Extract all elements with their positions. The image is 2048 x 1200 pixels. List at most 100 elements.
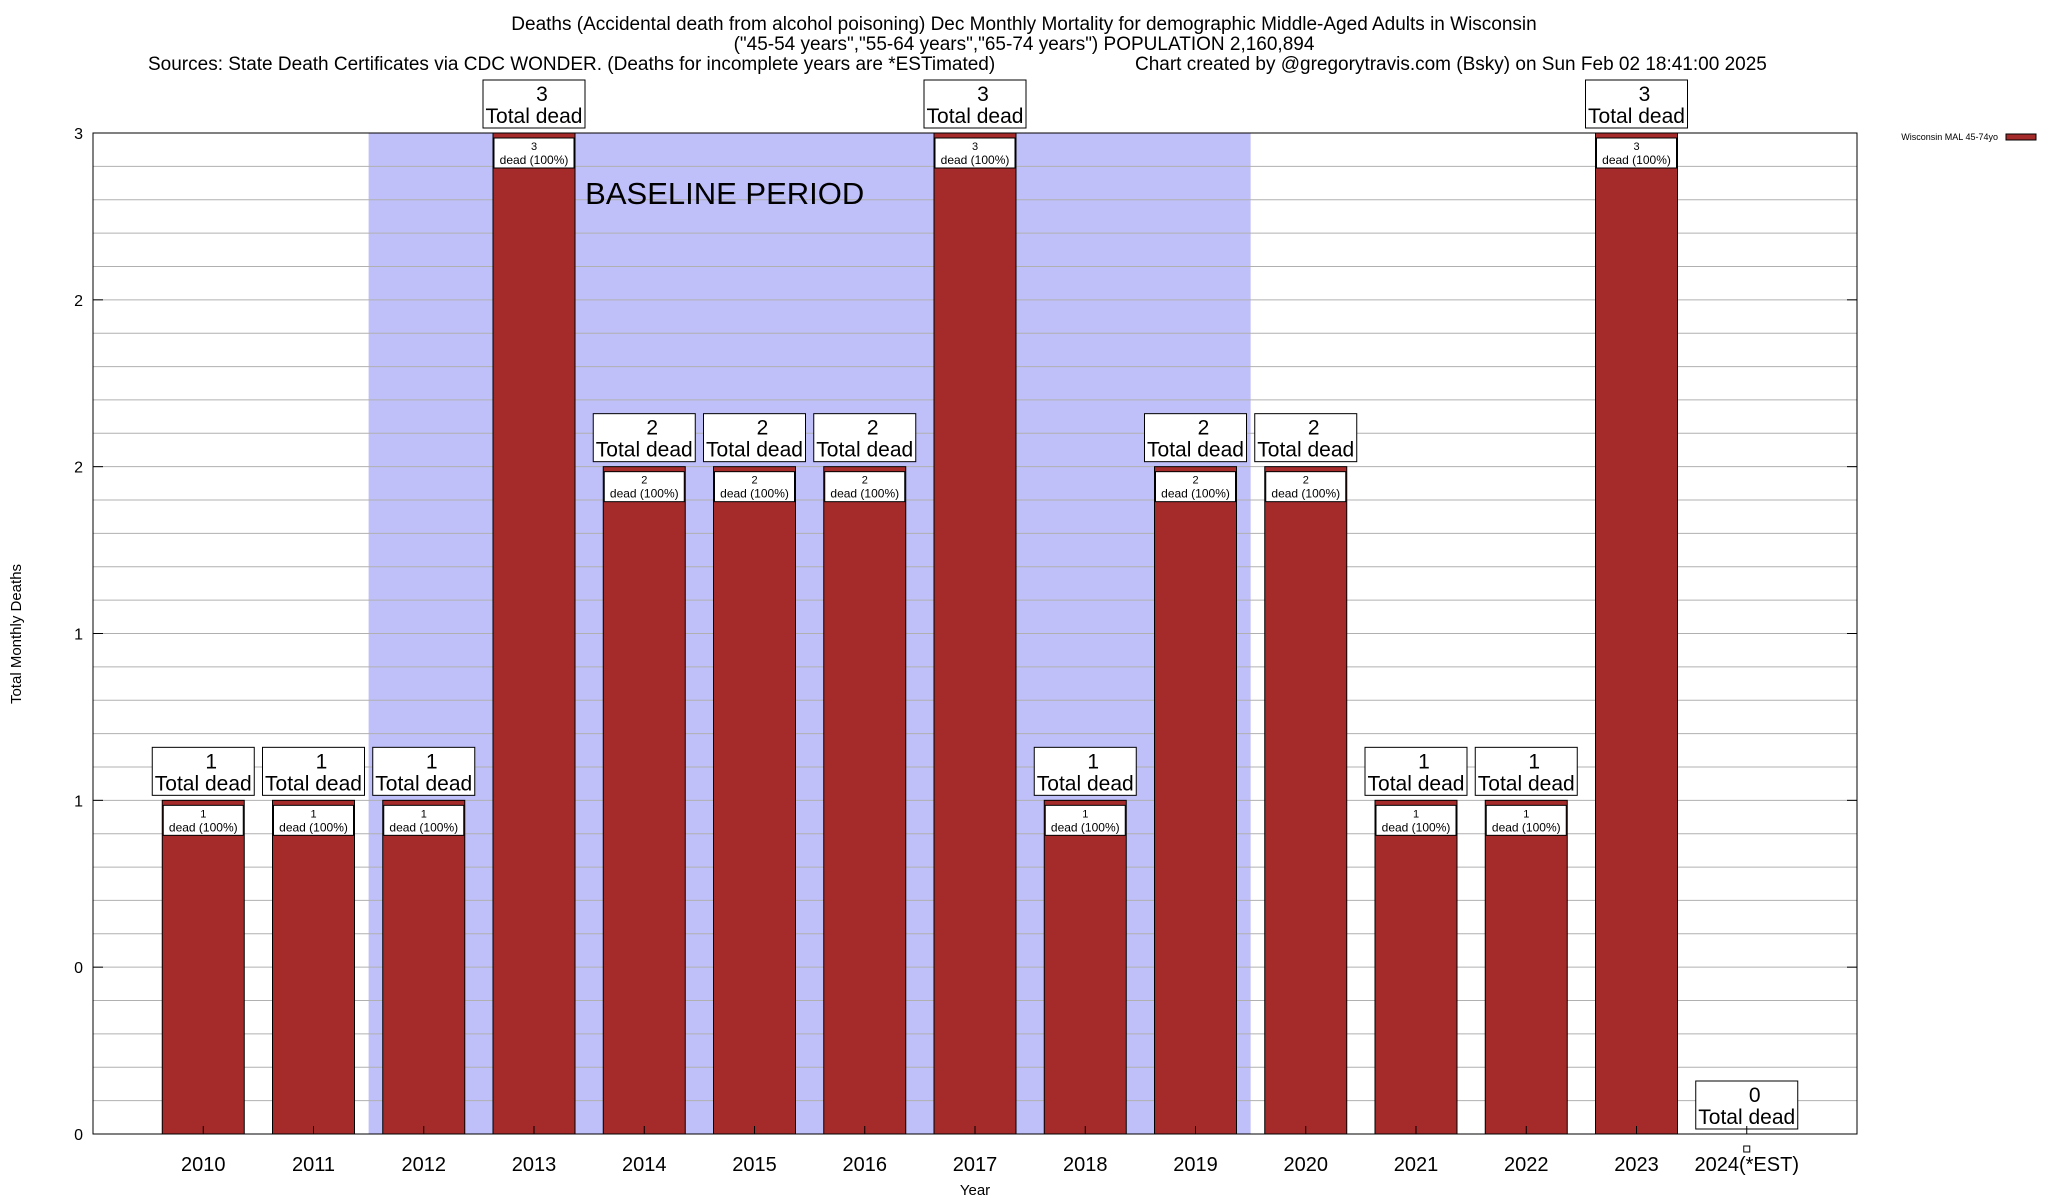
bar-2012 (382, 799, 466, 1135)
bar-inner-label-box (273, 804, 354, 836)
bar-total-label: Total dead (1257, 439, 1354, 462)
x-tick-label: 2022 (1504, 1154, 1549, 1176)
bar-total-value: 1 (1087, 750, 1099, 773)
legend-label: Wisconsin MAL 45-74yo (1901, 132, 1998, 142)
bar-inner-value: 1 (200, 808, 206, 820)
bar-inner-label-box (1044, 804, 1126, 836)
y-tick-label: 0 (74, 1127, 83, 1144)
bar-total-label-box (262, 746, 365, 796)
bar-total-label-box (1585, 79, 1688, 129)
bar-total-label-box (1474, 746, 1578, 796)
bar-inner-label-box (824, 471, 906, 503)
bar-total-value: 1 (426, 750, 438, 773)
bar-total-label-box (1144, 413, 1247, 463)
x-tick-label: 2018 (1063, 1154, 1108, 1176)
chart-credit: Chart created by @gregorytravis.com (Bsk… (1135, 54, 1767, 75)
bar-total-label-box (592, 413, 696, 463)
bar-inner-label: dead (100%) (500, 153, 569, 167)
bar-inner-label: dead (100%) (610, 487, 679, 501)
bar-2015 (713, 466, 796, 1135)
bar-total-label: Total dead (265, 772, 362, 795)
bar-inner-label-box (1485, 804, 1567, 836)
bar-total-label: Total dead (1698, 1106, 1795, 1129)
bar-total-label: Total dead (596, 439, 693, 462)
bar-total-value: 2 (867, 417, 879, 440)
bar-inner-label-box (1265, 471, 1347, 503)
bar-2022 (1484, 799, 1568, 1135)
bar-total-value: 2 (646, 417, 658, 440)
bar-total-label-box (151, 746, 255, 796)
bar-inner-value: 3 (531, 141, 537, 153)
bar-total-value: 2 (1308, 417, 1320, 440)
bar-inner-value: 2 (1192, 475, 1198, 487)
y-axis-label: Total Monthly Deaths (8, 564, 25, 704)
bar-inner-label-box (162, 804, 244, 836)
bar-total-value: 1 (1418, 750, 1430, 773)
bar-inner-label-box (383, 804, 465, 836)
legend-swatch (2005, 133, 2037, 141)
bar-inner-value: 1 (1523, 808, 1529, 820)
bar-inner-value: 3 (1633, 141, 1639, 153)
bar-inner-label: dead (100%) (1602, 153, 1671, 167)
bar-2016 (823, 466, 907, 1135)
bar-total-label-box (372, 746, 476, 796)
bar-2021 (1374, 799, 1458, 1135)
bar-total-value: 2 (757, 417, 769, 440)
x-tick-label: 2015 (732, 1154, 777, 1176)
bar-total-label: Total dead (927, 105, 1024, 128)
bar-inner-label-box (1596, 137, 1677, 169)
bar-inner-label-box (1155, 471, 1236, 503)
bar-total-label: Total dead (1588, 105, 1685, 128)
bar-total-label: Total dead (375, 772, 472, 795)
bar-total-value: 2 (1198, 417, 1210, 440)
bar-total-label-box (482, 79, 586, 129)
bar-inner-value: 2 (641, 475, 647, 487)
y-tick-label: 1 (74, 627, 83, 644)
bar-total-label-box (1364, 746, 1468, 796)
bar-total-label-box (1033, 746, 1137, 796)
x-tick-label: 2020 (1284, 1154, 1329, 1176)
bar-inner-label: dead (100%) (1271, 487, 1340, 501)
y-tick-label: 0 (74, 960, 83, 977)
bar-inner-value: 3 (972, 141, 978, 153)
bar-2019 (1154, 466, 1237, 1135)
bar-total-value: 3 (536, 83, 548, 106)
bar-inner-label-box (603, 471, 685, 503)
bar-total-label-box (703, 413, 806, 463)
plot-border (92, 132, 1858, 1135)
bar-total-label-box (813, 413, 917, 463)
bar-inner-label: dead (100%) (169, 820, 238, 834)
x-tick-label: 2012 (402, 1154, 447, 1176)
bar-total-value: 0 (1749, 1084, 1761, 1107)
bar-total-label: Total dead (155, 772, 252, 795)
chart-sources: Sources: State Death Certificates via CD… (148, 54, 996, 75)
y-tick-label: 2 (74, 293, 83, 310)
bar-2023 (1595, 132, 1678, 1135)
bar-total-label: Total dead (706, 439, 803, 462)
x-tick-label: 2021 (1394, 1154, 1439, 1176)
bar-total-label-box (1695, 1080, 1799, 1130)
bar-total-value: 3 (1639, 83, 1651, 106)
y-tick-label: 2 (74, 460, 83, 477)
bar-inner-label: dead (100%) (1492, 820, 1561, 834)
bar-2010 (161, 799, 245, 1135)
x-tick-label: 2024(*EST) (1695, 1154, 1800, 1176)
bar-inner-label-box (934, 137, 1016, 169)
bar-inner-label: dead (100%) (389, 820, 458, 834)
bar-total-value: 1 (316, 750, 328, 773)
x-axis-label: Year (960, 1182, 990, 1199)
x-tick-label: 2013 (512, 1154, 557, 1176)
bar-2020 (1264, 466, 1348, 1135)
bar-inner-label-box (714, 471, 795, 503)
x-tick-label: 2017 (953, 1154, 998, 1176)
bar-inner-label: dead (100%) (941, 153, 1010, 167)
bar-total-label: Total dead (486, 105, 583, 128)
bar-total-value: 3 (977, 83, 989, 106)
bar-inner-value: 2 (751, 475, 757, 487)
y-tick-label: 3 (74, 126, 83, 143)
bar-inner-label: dead (100%) (279, 820, 348, 834)
bar-inner-label-box (1375, 804, 1457, 836)
x-tick-label: 2016 (843, 1154, 888, 1176)
bar-total-label-box (923, 79, 1027, 129)
